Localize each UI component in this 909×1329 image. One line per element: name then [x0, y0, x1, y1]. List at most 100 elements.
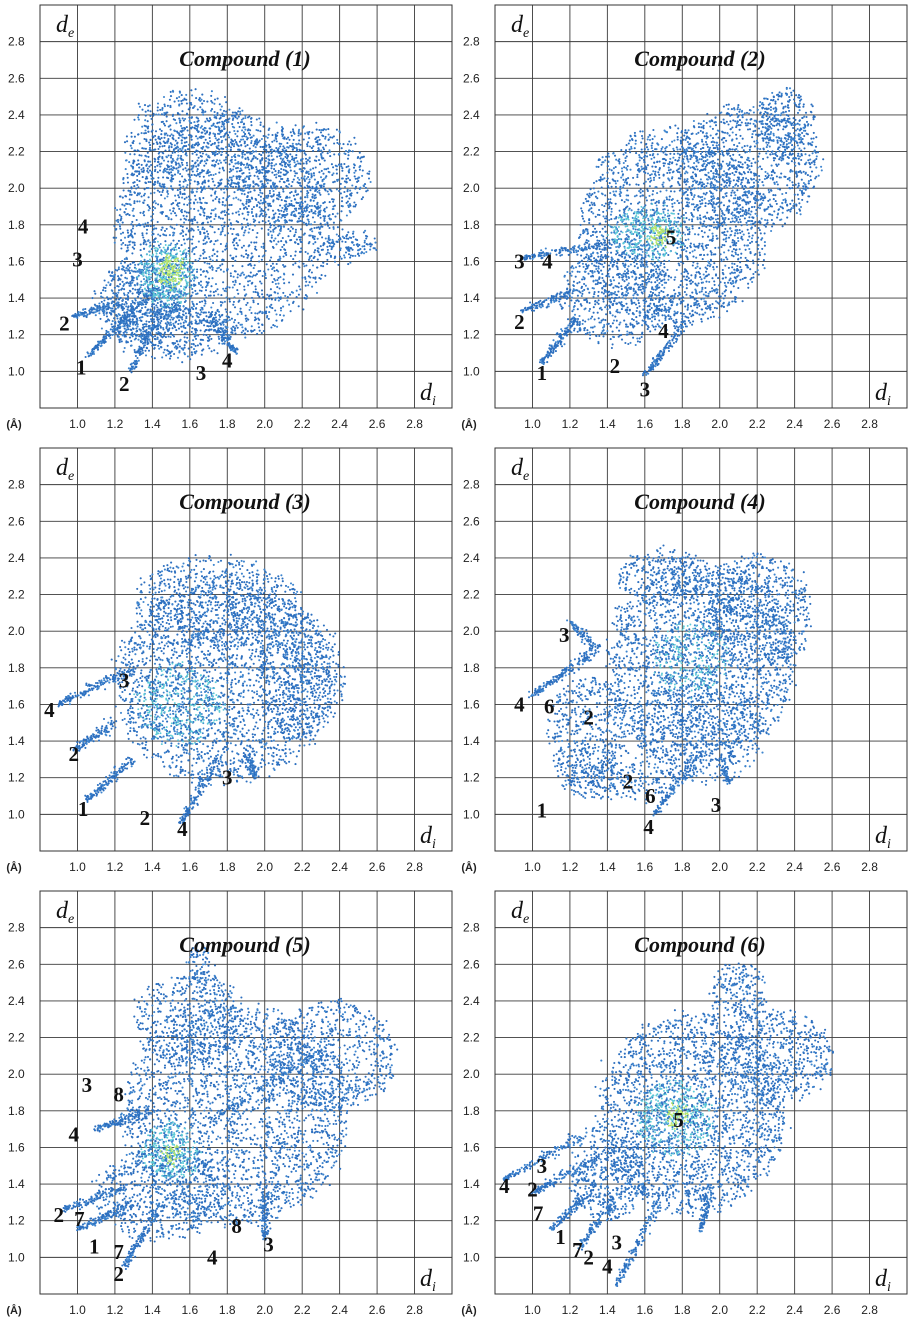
data-point [170, 212, 173, 215]
data-point [226, 178, 229, 181]
data-point [166, 165, 170, 168]
data-point [303, 149, 306, 152]
data-point [132, 207, 135, 210]
data-point [106, 301, 109, 304]
data-point [172, 322, 175, 325]
data-point [239, 307, 242, 310]
data-point [150, 334, 153, 337]
data-point [335, 168, 338, 171]
data-point [207, 185, 210, 188]
data-point [210, 240, 213, 243]
data-point [159, 204, 163, 207]
data-point [189, 297, 192, 300]
data-point [175, 167, 178, 170]
data-point [356, 191, 359, 194]
data-point [223, 204, 226, 207]
data-point [177, 166, 180, 169]
data-point [116, 293, 119, 297]
data-point [240, 143, 243, 147]
data-point [114, 292, 118, 295]
data-point [277, 216, 280, 219]
data-point [194, 88, 197, 91]
data-point [122, 182, 125, 185]
data-point [169, 314, 172, 317]
data-point [313, 238, 316, 241]
data-point [137, 263, 140, 266]
data-point [218, 342, 221, 345]
data-point [338, 130, 341, 133]
data-point [202, 186, 205, 190]
data-point [250, 264, 253, 267]
data-point [235, 141, 238, 144]
data-point [153, 323, 156, 326]
data-point [161, 107, 164, 110]
data-point [286, 207, 289, 211]
data-point [156, 164, 159, 167]
data-point [320, 149, 323, 152]
data-point [148, 338, 151, 341]
data-point [213, 294, 216, 297]
data-point [169, 128, 172, 131]
data-point [273, 221, 276, 224]
data-point [322, 172, 325, 175]
data-point [332, 226, 335, 229]
data-point [124, 276, 127, 279]
data-point [283, 282, 286, 285]
data-point [152, 112, 155, 115]
data-point [173, 151, 177, 154]
data-point [119, 208, 122, 211]
data-point [120, 247, 123, 250]
data-point [243, 332, 246, 336]
data-point [356, 253, 360, 256]
data-point [241, 172, 244, 175]
data-point [191, 315, 194, 318]
data-point [341, 228, 344, 231]
data-point [219, 161, 223, 164]
data-point [241, 151, 244, 154]
data-point [165, 326, 168, 330]
data-point [240, 331, 243, 334]
data-point [279, 171, 282, 174]
data-point [191, 291, 194, 294]
data-point [205, 328, 208, 331]
data-point [314, 189, 317, 193]
data-point [215, 125, 218, 129]
data-point [145, 335, 148, 338]
data-point [108, 334, 111, 338]
data-point [92, 352, 96, 356]
data-point [188, 321, 191, 324]
data-point [134, 307, 137, 310]
data-point [233, 182, 237, 185]
data-point [224, 133, 227, 136]
data-point [327, 234, 330, 238]
data-point [169, 318, 172, 321]
data-point [320, 129, 323, 132]
data-point [311, 285, 314, 288]
data-point [265, 178, 268, 181]
data-point [296, 148, 299, 151]
data-point [254, 285, 257, 288]
data-point [182, 324, 185, 327]
data-point [233, 318, 237, 322]
data-point [156, 313, 159, 316]
data-point [322, 128, 325, 131]
data-point [196, 221, 199, 224]
data-point [136, 192, 140, 195]
data-point [120, 217, 123, 220]
data-point [276, 278, 279, 282]
data-point [269, 264, 273, 268]
data-point [274, 282, 277, 285]
data-point [126, 298, 130, 301]
data-point [291, 291, 295, 294]
data-point [133, 314, 136, 317]
data-point [258, 215, 261, 218]
data-point [119, 319, 122, 322]
data-point [290, 219, 293, 222]
data-point [283, 147, 286, 150]
data-point [137, 304, 140, 308]
data-point [207, 237, 210, 240]
data-point [151, 233, 154, 237]
data-point [266, 202, 269, 205]
data-point [174, 307, 177, 310]
data-point [252, 218, 255, 221]
